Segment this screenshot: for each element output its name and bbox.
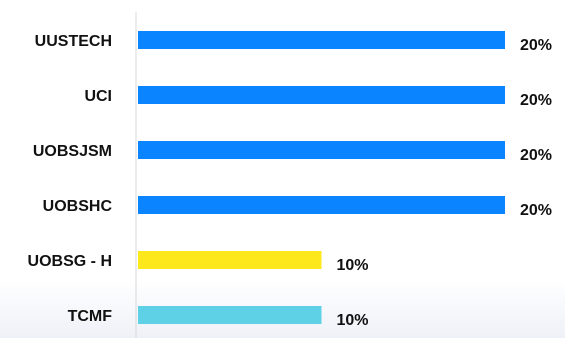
bars-group: UUSTECH 20% UCI 20% UOBSJSM 20% UOBSHC 20% UOBSG… — [28, 31, 552, 329]
bar — [138, 86, 505, 104]
value-label: 20% — [520, 202, 552, 219]
category-label: TCMF — [68, 308, 113, 325]
value-label: 10% — [337, 312, 369, 329]
bar — [138, 251, 322, 269]
bar — [138, 141, 505, 159]
category-label: UOBSG - H — [28, 253, 112, 270]
value-label: 20% — [520, 92, 552, 109]
value-label: 20% — [520, 147, 552, 164]
value-label: 20% — [520, 37, 552, 54]
bar — [138, 196, 505, 214]
category-label: UOBSHC — [43, 198, 113, 215]
category-label: UOBSJSM — [33, 143, 112, 160]
bar — [138, 306, 322, 324]
value-label: 10% — [337, 257, 369, 274]
category-label: UUSTECH — [35, 33, 112, 50]
bar — [138, 31, 505, 49]
category-label: UCI — [84, 88, 112, 105]
